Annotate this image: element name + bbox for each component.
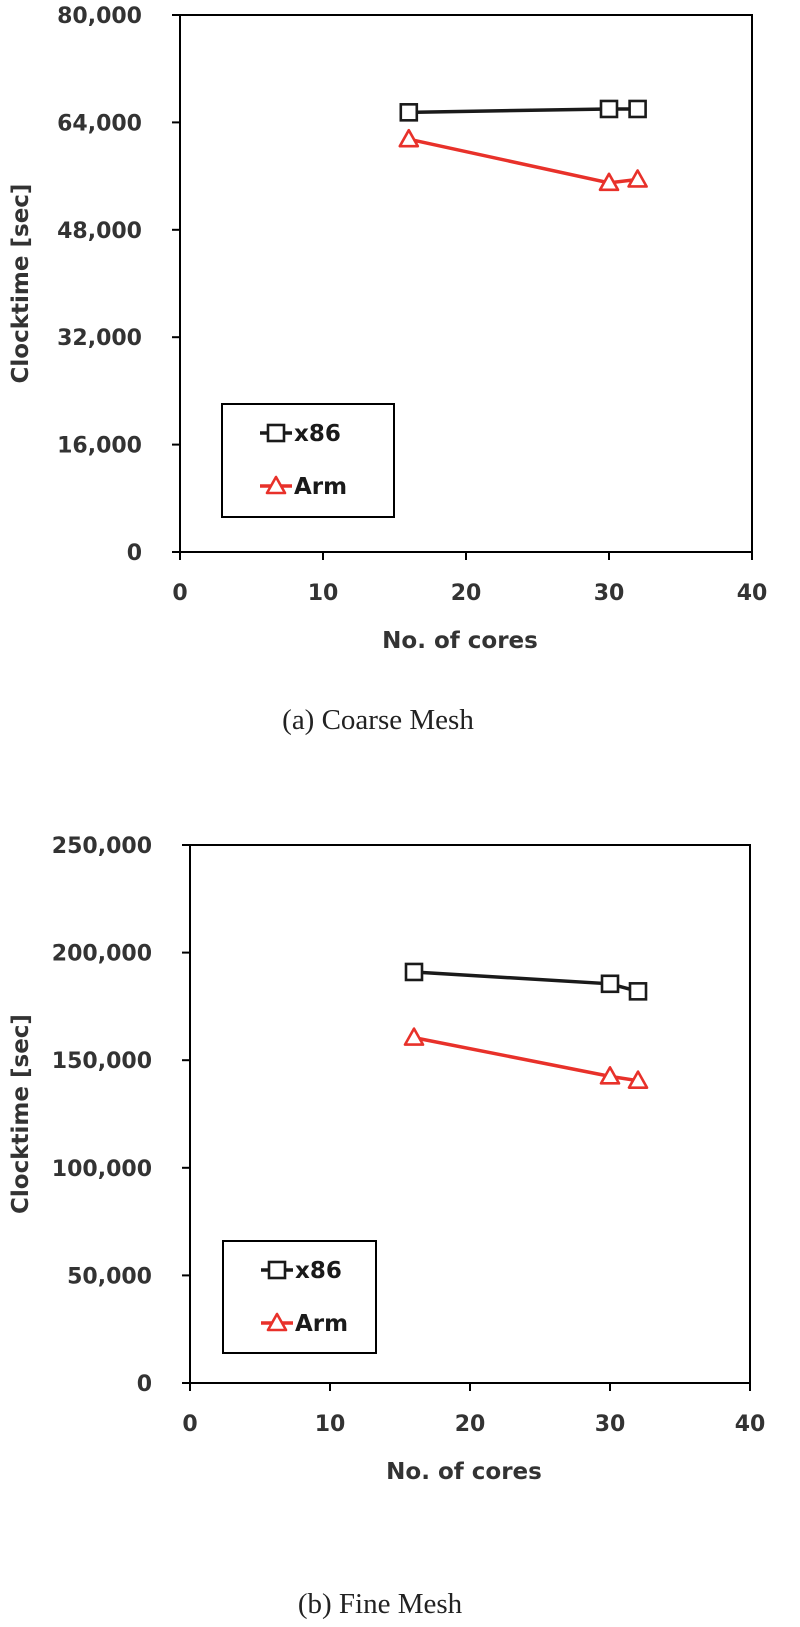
x-axis-label: No. of cores [386, 1459, 542, 1485]
data-point-arm [398, 128, 420, 148]
legend-label-x86: x86 [295, 1258, 342, 1284]
legend: x86 Arm [222, 1240, 377, 1354]
y-tick-label: 50,000 [67, 1264, 152, 1289]
chart-fine-mesh: 0 10 20 30 40 0 50,000 100,000 150,000 200,000 250… [8, 834, 765, 1620]
series-line-arm [408, 137, 638, 185]
y-axis-label: Clocktime [sec] [8, 1014, 34, 1214]
legend-marker-x86 [266, 423, 286, 443]
y-tick-label: 0 [137, 1372, 152, 1397]
data-point-arm [403, 1027, 425, 1046]
y-tick-label: 16,000 [57, 434, 142, 459]
y-tick-label: 200,000 [52, 942, 152, 967]
legend-marker-arm [266, 1312, 288, 1332]
y-tick-label: 80,000 [57, 4, 142, 29]
data-point-arm [627, 1070, 649, 1089]
data-point-x86 [628, 99, 647, 119]
legend-marker-arm [265, 475, 287, 495]
x-tick-label: 20 [451, 581, 482, 606]
x-tick-label: 10 [315, 1412, 346, 1437]
figure-caption: (b) Fine Mesh [298, 1588, 463, 1620]
y-tick-label: 100,000 [52, 1157, 152, 1182]
x-tick-label: 30 [595, 1412, 626, 1437]
y-tick-label: 32,000 [57, 326, 142, 351]
x-tick-label: 0 [182, 1412, 197, 1437]
legend-marker-x86 [267, 1260, 287, 1280]
y-tick-label: 250,000 [52, 834, 152, 859]
x-tick-label: 0 [172, 581, 187, 606]
legend: x86 Arm [221, 403, 395, 518]
x-axis-label: No. of cores [382, 628, 538, 654]
x-tick-label: 20 [455, 1412, 486, 1437]
chart-coarse-mesh: 0 10 20 30 40 0 16,000 32,000 48,000 64,000 80,000… [8, 4, 767, 736]
data-point-arm [627, 169, 648, 188]
y-tick-label: 48,000 [57, 219, 142, 244]
data-point-arm [599, 1066, 621, 1085]
y-tick-label: 0 [127, 541, 142, 566]
x-tick-label: 10 [308, 581, 339, 606]
series-line-arm [413, 1035, 639, 1083]
x-tick-label: 30 [594, 581, 625, 606]
y-tick-label: 150,000 [52, 1049, 152, 1074]
legend-box [222, 1240, 377, 1354]
legend-label-x86: x86 [294, 421, 341, 447]
legend-label-arm: Arm [294, 474, 347, 500]
figure-caption: (a) Coarse Mesh [282, 704, 474, 736]
legend-box [221, 403, 395, 518]
data-point-x86 [599, 99, 619, 119]
y-tick-label: 64,000 [57, 111, 142, 136]
x-tick-label: 40 [735, 1412, 766, 1437]
x-tick-label: 40 [737, 581, 768, 606]
data-point-x86 [399, 103, 419, 122]
data-point-x86 [628, 982, 648, 1001]
data-point-arm [598, 172, 620, 192]
legend-label-arm: Arm [295, 1311, 348, 1337]
y-axis-label: Clocktime [sec] [8, 184, 34, 384]
data-point-x86 [404, 962, 424, 982]
data-point-x86 [600, 974, 620, 994]
